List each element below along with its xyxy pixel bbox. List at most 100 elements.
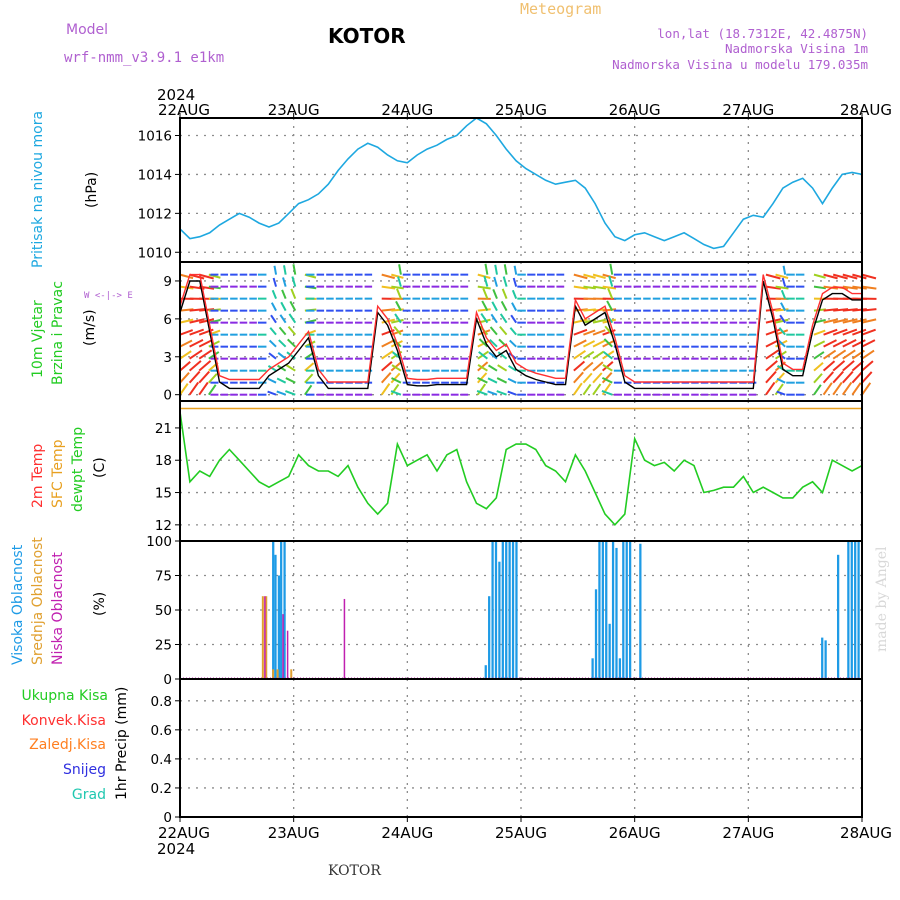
wind-arrow: [268, 339, 277, 348]
wind-arrow: [179, 329, 194, 336]
wind-arrow: [601, 376, 613, 384]
wind-arrow: [841, 381, 853, 396]
y-tick-label: 0.8: [151, 694, 172, 710]
wind-arrow: [861, 349, 875, 360]
wind-arrow: [490, 313, 498, 324]
wind-arrow: [289, 300, 297, 312]
wind-arrow: [489, 338, 498, 348]
day-label-top: 26AUG: [609, 101, 661, 119]
y-tick-label: 0.6: [151, 723, 172, 739]
y-tick-label: 1010: [138, 245, 172, 261]
wind-arrow: [608, 275, 614, 287]
wind-arrow: [277, 352, 287, 360]
cloud-low-bar: [282, 614, 284, 679]
credit-watermark: made by Angel: [874, 546, 890, 652]
cloud-mid-bar: [272, 669, 275, 679]
wind-arrow: [592, 383, 602, 396]
wind-arrow: [822, 360, 836, 372]
day-label-bottom: 24AUG: [381, 824, 433, 842]
wind-gust-series: [179, 273, 862, 383]
year-label-top: 2024: [157, 86, 195, 104]
wind-arrow: [484, 263, 489, 275]
wind-arrow: [592, 361, 604, 372]
wind-arrow: [601, 371, 613, 384]
wind-arrow: [381, 285, 396, 290]
cloud-high-bar: [505, 541, 508, 679]
cloud-high-bar: [598, 541, 601, 679]
wind-arrow: [852, 328, 867, 336]
wind-speed-series: [179, 280, 862, 390]
wind-arrow: [851, 371, 863, 384]
wind-arrow: [282, 277, 287, 287]
cloud-high-bar: [615, 547, 618, 679]
wind-arrow: [179, 361, 191, 372]
wind-arrow: [267, 365, 277, 372]
wind-arrow: [276, 377, 287, 384]
temp-unit: (C): [92, 457, 108, 478]
wind-arrow: [489, 326, 498, 336]
wind-arrow: [592, 318, 606, 324]
pressure-label: Pritisak na nivou mora: [30, 111, 46, 268]
wind-arrow: [823, 349, 837, 360]
wind-arrow: [179, 273, 194, 280]
panel-frame: [179, 678, 863, 818]
wind-arrow: [283, 265, 287, 275]
wind-arrow: [609, 263, 614, 275]
y-tick-label: 0: [163, 388, 172, 404]
wind-arrow: [477, 372, 488, 384]
cloud-high-bar: [847, 541, 850, 679]
wind-arrow: [477, 308, 491, 312]
wind-arrow: [291, 276, 297, 287]
panel-pressure: 1010 1012 1014 1016: [138, 117, 863, 263]
wind-arrow: [861, 318, 877, 324]
y-tick-label: 1014: [138, 167, 172, 183]
wind-arrow: [179, 383, 189, 396]
pressure-labels: Pritisak na nivou mora (hPa): [30, 111, 100, 268]
wind-arrow: [775, 273, 789, 279]
wind-arrow: [381, 308, 396, 312]
wind-arrow: [813, 351, 825, 360]
wind-arrow: [765, 308, 781, 312]
wind-arrow: [573, 350, 586, 360]
wind-arrow: [390, 390, 402, 396]
day-label-bottom: 22AUG: [158, 824, 210, 842]
wind-arrow: [861, 360, 874, 372]
altitude-label: Nadmorska Visina 1m: [725, 41, 868, 56]
wind-arrow: [497, 351, 508, 360]
wind-arrow: [304, 373, 314, 384]
wind-arrow: [488, 351, 498, 360]
wind-arrow: [198, 381, 209, 396]
wind-arrow: [394, 313, 402, 324]
wind-arrow: [602, 351, 613, 360]
wind-arrow: [507, 377, 517, 384]
wind-arrow: [813, 273, 826, 279]
wind-arrow: [395, 300, 402, 312]
cloud-high-bar: [821, 637, 824, 679]
wind-arrow: [198, 349, 213, 360]
wind-arrow: [477, 363, 488, 372]
wind-arrow: [287, 325, 297, 336]
wind-arrow: [573, 273, 588, 280]
wind-arrow: [503, 264, 508, 275]
wind-arrow: [782, 265, 787, 275]
wind-arrow: [823, 318, 838, 324]
wind-arrow: [765, 273, 781, 280]
cloud-high-bar: [625, 541, 628, 679]
wind-arrow: [278, 326, 287, 336]
y-tick-label: 0.2: [151, 781, 172, 797]
cloud-high-bar: [494, 541, 498, 679]
wind-arrow: [592, 329, 606, 336]
wind-arrow: [832, 338, 848, 348]
wind-arrow: [765, 285, 781, 290]
panel-precipitation: 0 0.2 0.4 0.6 0.8: [151, 678, 863, 826]
wind-arrow: [396, 288, 402, 300]
wind-arrow: [272, 277, 278, 287]
wind-arrow: [496, 377, 508, 384]
wind-arrow: [270, 302, 277, 312]
cloud-low-bar: [343, 598, 346, 679]
cloud-high-label: Visoka Oblacnost: [10, 544, 26, 665]
wind-arrow: [573, 328, 588, 336]
wind-arrow: [189, 318, 205, 324]
wind-arrow: [823, 273, 838, 280]
wind-arrow: [276, 390, 287, 396]
